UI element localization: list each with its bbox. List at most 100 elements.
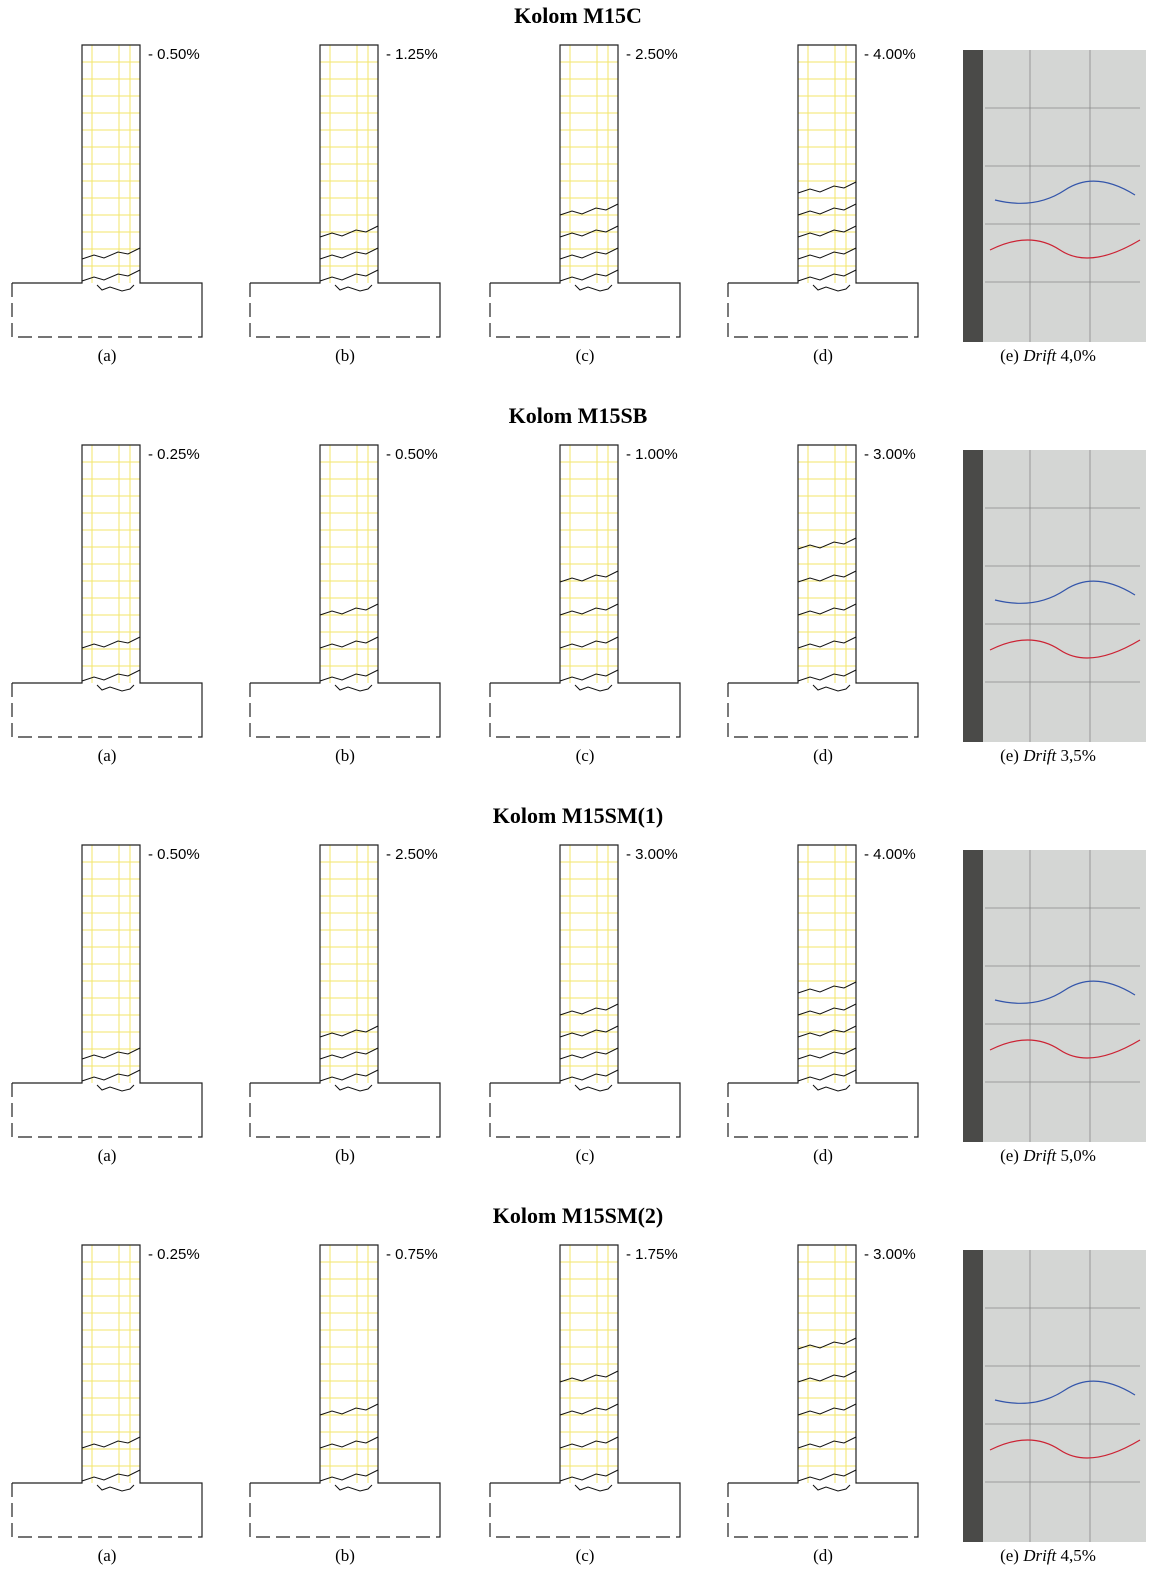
crack	[575, 1485, 612, 1491]
crack	[798, 571, 856, 582]
crack	[798, 1371, 856, 1382]
crack	[798, 1437, 856, 1448]
photo	[963, 50, 1146, 342]
base-outline	[250, 1083, 440, 1137]
crack	[798, 1070, 856, 1081]
drift-label: - 0.50%	[148, 46, 200, 63]
crack	[82, 1437, 140, 1448]
crack	[97, 1485, 134, 1491]
drift-label: - 0.25%	[148, 1246, 200, 1263]
crack	[82, 1048, 140, 1059]
crack	[82, 248, 140, 259]
panel-caption: (c)	[576, 1146, 595, 1165]
photo-caption: (e) Drift 4,5%	[1000, 1546, 1096, 1565]
crack	[335, 685, 372, 691]
base-outline	[728, 283, 918, 337]
column-outline	[490, 845, 680, 1127]
crack	[560, 670, 618, 681]
panel-caption: (b)	[335, 346, 355, 365]
crack	[798, 248, 856, 259]
crack	[560, 1048, 618, 1059]
crack	[813, 1085, 850, 1091]
photo-dark	[963, 850, 983, 1142]
crack-diagram	[728, 445, 918, 737]
column-outline	[490, 1245, 680, 1527]
drift-label: - 0.75%	[386, 1246, 438, 1263]
drift-label: - 3.00%	[864, 446, 916, 463]
panel-caption: (a)	[98, 346, 117, 365]
column-outline	[728, 1245, 918, 1527]
caption-value: 4,5%	[1061, 1546, 1096, 1565]
crack	[320, 670, 378, 681]
crack	[575, 685, 612, 691]
panel-caption: (a)	[98, 1546, 117, 1565]
crack	[798, 270, 856, 281]
crack-diagram	[12, 445, 202, 737]
crack	[82, 670, 140, 681]
base-outline	[250, 683, 440, 737]
crack	[798, 1470, 856, 1481]
crack	[575, 1085, 612, 1091]
drift-label: - 0.25%	[148, 446, 200, 463]
base-outline	[12, 683, 202, 737]
crack	[560, 270, 618, 281]
panel-caption: (d)	[813, 1546, 833, 1565]
crack	[798, 1404, 856, 1415]
crack	[813, 285, 850, 291]
panel-caption: (c)	[576, 746, 595, 765]
base-outline	[12, 1483, 202, 1537]
column-outline	[490, 445, 680, 727]
crack	[335, 1085, 372, 1091]
column-outline	[12, 845, 202, 1127]
drift-label: - 4.00%	[864, 46, 916, 63]
section-title: Kolom M15SB	[509, 403, 648, 428]
crack	[798, 1048, 856, 1059]
crack	[97, 685, 134, 691]
caption-prefix: (e)	[1000, 1146, 1019, 1165]
panel-caption: (c)	[576, 346, 595, 365]
crack-diagram	[728, 845, 918, 1137]
crack-diagram	[490, 445, 680, 737]
section-title: Kolom M15SM(2)	[493, 1203, 663, 1228]
base-outline	[728, 1083, 918, 1137]
drift-label: - 1.00%	[626, 446, 678, 463]
crack	[560, 571, 618, 582]
crack	[798, 604, 856, 615]
crack	[320, 1470, 378, 1481]
panel-caption: (a)	[98, 1146, 117, 1165]
crack	[560, 1470, 618, 1481]
column-outline	[250, 1245, 440, 1527]
drift-label: - 4.00%	[864, 846, 916, 863]
drift-label: - 0.50%	[148, 846, 200, 863]
column-outline	[12, 445, 202, 727]
column-outline	[250, 445, 440, 727]
crack	[320, 604, 378, 615]
base-outline	[12, 283, 202, 337]
base-outline	[490, 1083, 680, 1137]
caption-value: 4,0%	[1061, 346, 1096, 365]
crack-diagram	[728, 1245, 918, 1537]
crack	[798, 204, 856, 215]
base-outline	[250, 283, 440, 337]
photo-dark	[963, 1250, 983, 1542]
crack	[335, 285, 372, 291]
panel-caption: (b)	[335, 1546, 355, 1565]
column-outline	[12, 1245, 202, 1527]
panel-caption: (d)	[813, 1146, 833, 1165]
crack	[560, 1371, 618, 1382]
crack	[560, 604, 618, 615]
crack	[320, 1048, 378, 1059]
photo-dark	[963, 450, 983, 742]
drift-label: - 0.50%	[386, 446, 438, 463]
crack	[320, 270, 378, 281]
drift-label: - 2.50%	[626, 46, 678, 63]
crack-diagram	[250, 45, 440, 337]
caption-italic: Drift	[1022, 346, 1057, 365]
crack-diagram	[250, 445, 440, 737]
crack	[560, 204, 618, 215]
base-outline	[250, 1483, 440, 1537]
photo-caption: (e) Drift 5,0%	[1000, 1146, 1096, 1165]
photo-dark	[963, 50, 983, 342]
crack-diagram	[728, 45, 918, 337]
drift-label: - 2.50%	[386, 846, 438, 863]
